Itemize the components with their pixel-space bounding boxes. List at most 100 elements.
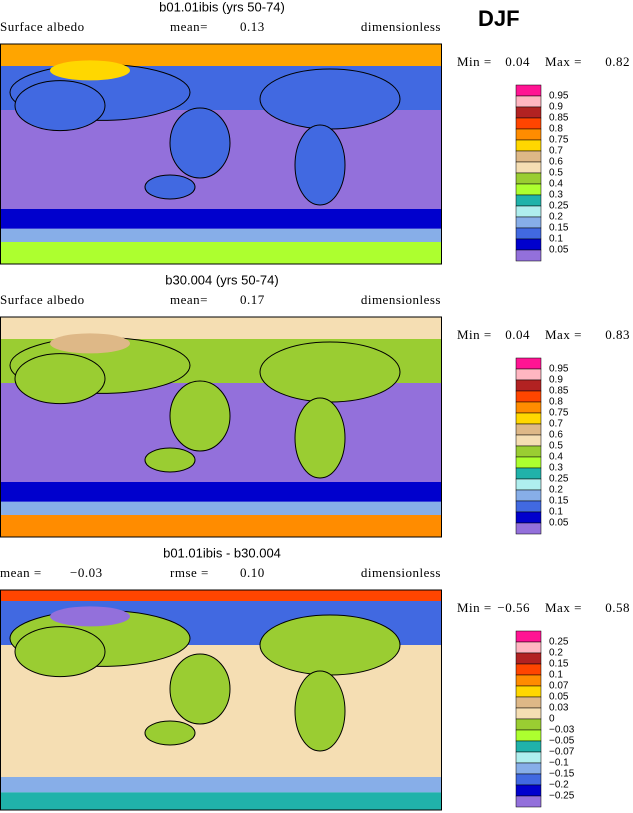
colorbar-box <box>515 511 542 524</box>
map-band <box>0 209 441 229</box>
stat-text: Min = <box>457 327 492 342</box>
continent <box>144 174 196 200</box>
colorbar-box <box>515 150 542 163</box>
colorbar-box <box>515 249 542 262</box>
colorbar-label: 0.8 <box>549 397 563 408</box>
colorbar-label: 0.15 <box>549 496 569 507</box>
map-frame <box>0 589 442 811</box>
colorbar-label: 0.1 <box>549 507 563 518</box>
map-band <box>0 590 441 601</box>
colorbar-label: 0.7 <box>549 419 563 430</box>
colorbar-box <box>515 641 542 654</box>
colorbar-label: 0.4 <box>549 452 563 463</box>
colorbar-box <box>515 445 542 458</box>
stat-text: 0.04 <box>505 54 530 69</box>
colorbar-box <box>515 183 542 196</box>
continent <box>294 397 346 479</box>
colorbar-box <box>515 522 542 535</box>
header-text: dimensionless <box>361 19 441 34</box>
stat-text: Max = <box>545 327 582 342</box>
colorbar-box <box>515 128 542 141</box>
header-text: 0.17 <box>240 292 265 307</box>
colorbar-label: 0.2 <box>549 485 563 496</box>
continent <box>259 341 401 403</box>
colorbar-box <box>515 84 542 97</box>
header-text: Surface albedo <box>0 19 85 34</box>
colorbar-label: 0.25 <box>549 474 569 485</box>
panel-title: b30.004 (yrs 50-74) <box>165 272 278 287</box>
colorbar-box <box>515 795 542 808</box>
header-text: mean= <box>170 292 208 307</box>
colorbar-label: 0.15 <box>549 659 569 670</box>
colorbar-box <box>515 205 542 218</box>
colorbar-label: 0.3 <box>549 463 563 474</box>
map-band <box>0 44 441 66</box>
colorbar-box <box>515 117 542 130</box>
colorbar-box <box>515 685 542 698</box>
continent <box>14 626 106 678</box>
colorbar-box <box>515 500 542 513</box>
map-band <box>0 515 441 537</box>
continent <box>259 614 401 676</box>
header-text: 0.10 <box>240 565 265 580</box>
colorbar-box <box>515 434 542 447</box>
colorbar-label: 0.7 <box>549 146 563 157</box>
colorbar-label: −0.15 <box>549 769 575 780</box>
colorbar-box <box>515 718 542 731</box>
colorbar-label: 0.07 <box>549 681 569 692</box>
season-label: DJF <box>478 6 520 31</box>
colorbar-label: 0.3 <box>549 190 563 201</box>
stat-text: 0.83 <box>605 327 630 342</box>
colorbar-box <box>515 390 542 403</box>
continent <box>294 124 346 206</box>
colorbar-label: 0.9 <box>549 102 563 113</box>
stat-text: 0.82 <box>605 54 630 69</box>
map-band <box>0 501 441 515</box>
colorbar-label: 0 <box>549 714 555 725</box>
colorbar-box <box>515 368 542 381</box>
stat-text: −0.56 <box>497 600 530 615</box>
continent <box>144 720 196 746</box>
colorbar-label: −0.05 <box>549 736 575 747</box>
colorbar-label: 0.03 <box>549 703 569 714</box>
polar-cap <box>50 60 130 81</box>
colorbar-box <box>515 161 542 174</box>
header-text: Surface albedo <box>0 292 85 307</box>
colorbar-box <box>515 423 542 436</box>
map-band <box>0 792 441 810</box>
colorbar-label: 0.05 <box>549 692 569 703</box>
stat-text: 0.58 <box>605 600 630 615</box>
colorbar-box <box>515 489 542 502</box>
colorbar-label: 0.75 <box>549 408 569 419</box>
colorbar-label: 0.6 <box>549 430 563 441</box>
colorbar-label: −0.2 <box>549 780 569 791</box>
header-text: dimensionless <box>361 565 441 580</box>
colorbar-label: 0.75 <box>549 135 569 146</box>
colorbar-label: 0.15 <box>549 223 569 234</box>
header-text: rmse = <box>170 565 209 580</box>
header-text: dimensionless <box>361 292 441 307</box>
continent <box>294 670 346 752</box>
colorbar-label: 0.85 <box>549 386 569 397</box>
stat-text: 0.04 <box>505 327 530 342</box>
colorbar-label: 0.2 <box>549 648 563 659</box>
panel-title: b01.01ibis (yrs 50-74) <box>159 0 285 14</box>
colorbar-label: 0.85 <box>549 113 569 124</box>
colorbar-box <box>515 478 542 491</box>
colorbar-box <box>515 139 542 152</box>
stat-text: Max = <box>545 54 582 69</box>
polar-cap <box>50 333 130 354</box>
header-text: mean= <box>170 19 208 34</box>
colorbar-box <box>515 227 542 240</box>
map-band <box>0 317 441 339</box>
header-text: mean = <box>0 565 42 580</box>
header-text: 0.13 <box>240 19 265 34</box>
colorbar-box <box>515 412 542 425</box>
continent <box>144 447 196 473</box>
colorbar-box <box>515 707 542 720</box>
colorbar-label: −0.03 <box>549 725 575 736</box>
colorbar-box <box>515 216 542 229</box>
colorbar-box <box>515 357 542 370</box>
colorbar-box <box>515 674 542 687</box>
